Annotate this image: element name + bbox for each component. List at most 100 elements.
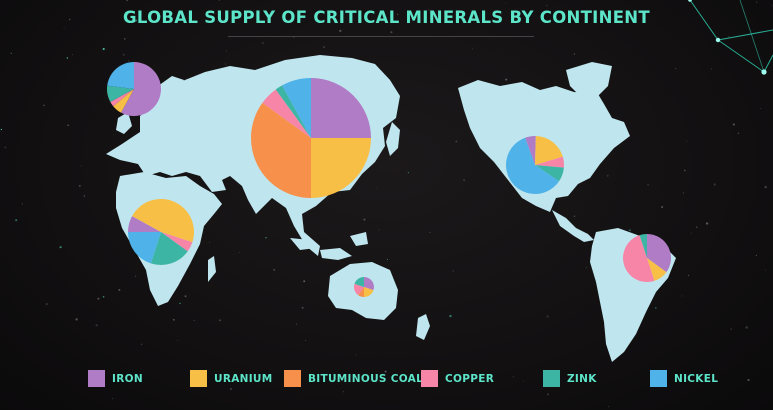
pie-slice-north-america-zink <box>535 165 564 182</box>
legend-label-bituminous-coal: BITUMINOUS COAL <box>308 373 424 385</box>
pie-slice-europe-zink <box>106 85 134 103</box>
pie-slice-north-america-iron <box>525 135 536 165</box>
star-dot <box>342 391 344 393</box>
star-dot <box>384 370 387 373</box>
pie-slice-europe-iron <box>120 62 161 117</box>
star-dot <box>690 232 692 234</box>
star-dot <box>123 38 126 40</box>
star-dot <box>396 13 399 16</box>
star-dot <box>261 42 264 44</box>
pie-slice-asia-iron <box>311 78 371 138</box>
legend-label-nickel: NICKEL <box>674 373 719 385</box>
star-dot <box>83 195 86 197</box>
star-dot <box>225 63 227 65</box>
star-dot <box>118 288 121 291</box>
star-dot <box>684 169 686 172</box>
legend-label-iron: IRON <box>112 373 143 385</box>
star-dot <box>177 339 179 342</box>
star-dot <box>386 258 389 260</box>
star-dot <box>67 124 69 126</box>
star-dot <box>416 20 419 23</box>
pie-slice-africa-nickel <box>128 232 161 264</box>
star-dot <box>75 318 78 321</box>
star-dot <box>759 108 761 109</box>
pie-north-america <box>505 135 564 195</box>
star-dot <box>711 68 713 70</box>
star-dot <box>179 302 181 305</box>
star-dot <box>471 48 473 50</box>
pie-slice-oceania-bituminous-coal <box>358 287 364 297</box>
pie-slice-oceania-uranium <box>364 287 374 297</box>
legend-label-uranium: URANIUM <box>214 373 273 385</box>
star-dot <box>102 295 105 298</box>
mineral-pies <box>106 62 672 297</box>
star-dot <box>218 0 221 1</box>
star-dot <box>755 254 757 256</box>
star-dot <box>209 241 210 243</box>
pie-slice-europe-nickel <box>107 62 134 89</box>
star-dot <box>301 306 304 309</box>
star-dot <box>305 339 307 341</box>
star-dot <box>339 29 342 33</box>
star-dot <box>355 354 357 356</box>
pie-slice-oceania-copper <box>354 283 364 296</box>
star-dot <box>695 226 698 229</box>
star-dot <box>4 146 7 149</box>
star-dot <box>547 393 549 396</box>
star-dot <box>745 326 748 329</box>
star-dot <box>629 229 631 231</box>
star-dot <box>113 134 115 136</box>
star-dot <box>363 218 366 221</box>
pie-slice-africa-zink <box>150 232 188 265</box>
constellation-decoration <box>688 0 773 75</box>
pie-slice-asia-uranium <box>311 138 371 198</box>
star-dot <box>226 50 227 52</box>
star-dot <box>728 35 730 38</box>
pie-slice-asia-copper <box>262 89 311 138</box>
star-dot <box>737 132 740 134</box>
greenland-landmass <box>566 62 612 98</box>
star-dot <box>46 303 48 305</box>
star-dot <box>586 267 588 269</box>
star-dot <box>606 174 609 177</box>
star-dot <box>647 184 649 186</box>
star-dot <box>140 343 143 345</box>
star-dot <box>747 378 750 382</box>
legend-label-copper: COPPER <box>445 373 495 385</box>
pie-slice-south-america-uranium <box>647 258 667 281</box>
star-dot <box>764 186 767 189</box>
star-dot <box>732 123 735 126</box>
star-dot <box>193 319 195 321</box>
star-dot <box>97 297 100 300</box>
star-dot <box>230 388 232 390</box>
star-dot <box>512 376 514 378</box>
pie-slice-oceania-iron <box>364 277 374 291</box>
legend-swatch-uranium <box>190 370 207 387</box>
star-dot <box>390 31 393 34</box>
star-dot <box>126 0 129 2</box>
legend-swatch-bituminous-coal <box>284 370 301 387</box>
pie-slice-south-america-zink <box>639 234 647 258</box>
pie-asia <box>250 78 371 198</box>
star-dot <box>687 274 690 277</box>
star-dot <box>10 52 12 54</box>
star-dot <box>682 192 684 194</box>
star-dot <box>80 165 82 167</box>
star-dot <box>546 4 548 7</box>
star-dot <box>505 78 508 81</box>
star-dot <box>429 232 431 233</box>
pie-slice-asia-nickel <box>282 78 311 138</box>
pie-slice-europe-uranium <box>113 89 134 113</box>
star-dot <box>273 268 276 271</box>
pie-slice-europe-copper <box>110 89 134 107</box>
star-dot <box>378 229 380 231</box>
star-dot <box>771 5 773 7</box>
star-dot <box>546 315 549 318</box>
pie-slice-north-america-nickel <box>505 137 560 195</box>
star-dot <box>15 219 18 222</box>
star-dot <box>407 172 409 174</box>
pie-slice-africa-copper <box>161 232 193 252</box>
star-dot <box>135 19 138 22</box>
star-dot <box>66 57 69 59</box>
